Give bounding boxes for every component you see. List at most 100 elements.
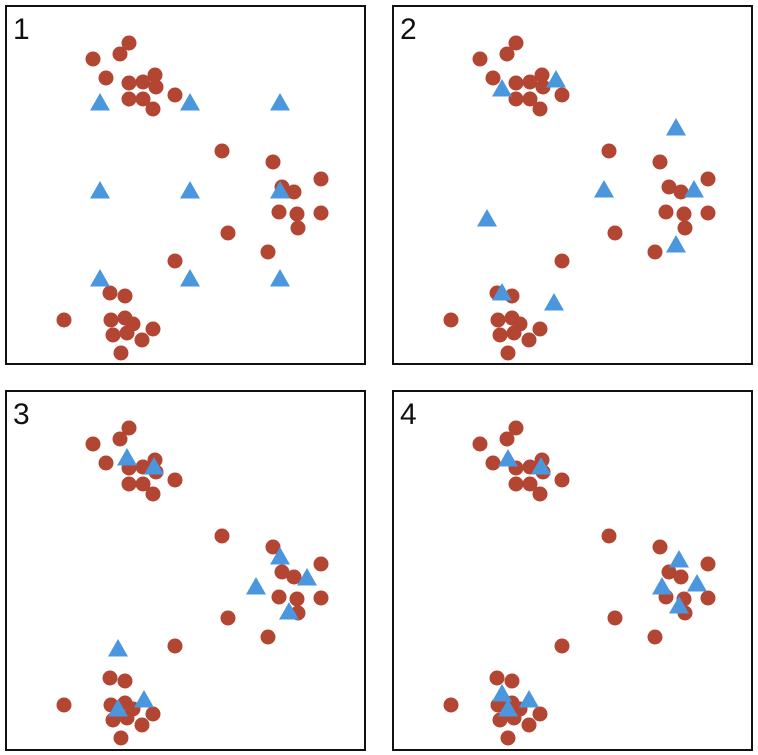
centroid-marker xyxy=(669,550,689,568)
centroid-marker xyxy=(666,235,686,253)
centroid-marker xyxy=(498,449,518,467)
data-point xyxy=(85,436,101,452)
centroid-marker xyxy=(477,209,497,227)
centroid-marker xyxy=(594,180,614,198)
data-point xyxy=(113,730,129,746)
data-point xyxy=(56,697,72,713)
data-point xyxy=(145,486,161,502)
data-point xyxy=(134,717,150,733)
data-point xyxy=(117,288,133,304)
data-point xyxy=(522,91,538,107)
centroid-marker xyxy=(134,690,154,708)
centroid-marker xyxy=(270,547,290,565)
centroid-marker xyxy=(108,639,128,657)
centroid-marker xyxy=(531,457,551,475)
data-point xyxy=(105,327,121,343)
data-point xyxy=(499,431,515,447)
data-point xyxy=(607,225,623,241)
data-point xyxy=(98,70,114,86)
data-point xyxy=(121,476,137,492)
centroid-marker xyxy=(246,577,266,595)
data-point xyxy=(535,79,551,95)
data-point xyxy=(485,70,501,86)
centroid-marker xyxy=(108,699,128,717)
data-point xyxy=(265,154,281,170)
panel-label: 1 xyxy=(13,13,30,46)
data-point xyxy=(700,171,716,187)
centroid-marker xyxy=(117,448,137,466)
data-point xyxy=(554,638,570,654)
data-point xyxy=(472,51,488,67)
centroid-marker xyxy=(180,269,200,287)
data-point xyxy=(274,564,290,580)
data-point xyxy=(673,569,689,585)
data-point xyxy=(260,244,276,260)
data-point xyxy=(112,431,128,447)
data-point xyxy=(658,204,674,220)
data-point xyxy=(532,101,548,117)
data-point xyxy=(508,91,524,107)
data-point xyxy=(443,697,459,713)
data-point xyxy=(534,67,550,83)
data-point xyxy=(652,154,668,170)
data-point xyxy=(112,46,128,62)
data-point xyxy=(289,206,305,222)
data-point xyxy=(102,670,118,686)
data-point xyxy=(508,35,524,51)
data-point xyxy=(532,321,548,337)
data-point xyxy=(700,205,716,221)
data-point xyxy=(286,569,302,585)
data-point xyxy=(271,204,287,220)
data-point xyxy=(532,486,548,502)
panel-label: 2 xyxy=(400,13,417,46)
panel-4: 4 xyxy=(392,390,753,751)
data-point xyxy=(167,253,183,269)
centroid-marker xyxy=(492,283,512,301)
data-point xyxy=(522,476,538,492)
data-point xyxy=(647,244,663,260)
data-point xyxy=(98,455,114,471)
centroid-marker xyxy=(297,568,317,586)
data-point xyxy=(485,455,501,471)
data-point xyxy=(214,528,230,544)
data-point xyxy=(521,717,537,733)
data-point xyxy=(601,528,617,544)
data-point xyxy=(85,51,101,67)
data-point xyxy=(500,730,516,746)
centroid-marker xyxy=(90,269,110,287)
centroid-marker xyxy=(180,181,200,199)
centroid-marker xyxy=(498,699,518,717)
centroid-marker xyxy=(279,602,299,620)
data-point xyxy=(135,91,151,107)
centroid-marker xyxy=(652,577,672,595)
data-point xyxy=(260,629,276,645)
panel-3: 3 xyxy=(5,390,366,751)
data-point xyxy=(700,556,716,572)
data-point xyxy=(113,345,129,361)
data-point xyxy=(601,143,617,159)
data-point xyxy=(492,327,508,343)
data-point xyxy=(121,75,137,91)
scatter-panel-1 xyxy=(56,35,329,361)
centroid-marker xyxy=(270,269,290,287)
data-point xyxy=(167,638,183,654)
data-point xyxy=(125,316,141,332)
data-point xyxy=(145,706,161,722)
panel-2: 2 xyxy=(392,5,753,365)
data-point xyxy=(145,101,161,117)
centroid-marker xyxy=(544,293,564,311)
centroid-marker xyxy=(270,93,290,111)
data-point xyxy=(290,220,306,236)
data-point xyxy=(500,345,516,361)
data-point xyxy=(313,205,329,221)
data-point xyxy=(135,476,151,492)
data-point xyxy=(443,312,459,328)
data-point xyxy=(521,332,537,348)
data-point xyxy=(489,670,505,686)
data-point xyxy=(499,46,515,62)
data-point xyxy=(677,220,693,236)
data-point xyxy=(265,539,281,555)
data-point xyxy=(117,673,133,689)
centroid-marker xyxy=(684,180,704,198)
data-point xyxy=(554,472,570,488)
